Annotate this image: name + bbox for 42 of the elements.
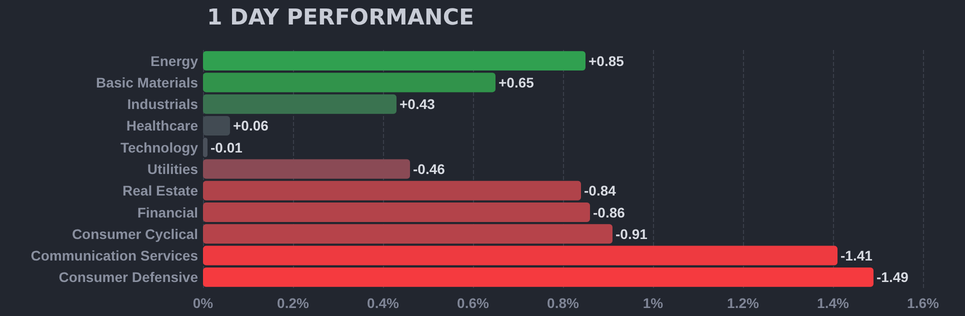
annotation: -0.86 [593,204,626,220]
annotation: -0.91 [616,226,648,242]
bar [203,138,208,158]
x-tick-label: 0.4% [367,295,400,311]
chart-title: 1 DAY PERFORMANCE [207,6,474,30]
y-tick-label: Energy [150,52,198,69]
bar [203,51,586,71]
y-tick-label: Consumer Defensive [58,269,198,286]
annotation: +0.65 [498,74,534,90]
annotation: +0.43 [400,96,436,112]
annotation: -0.46 [413,161,446,177]
y-tick-label: Communication Services [30,248,198,264]
annotation: -0.84 [584,182,616,199]
x-tick-label: 0.2% [277,295,310,311]
bar [203,94,396,114]
x-tick-label: 1% [642,295,664,311]
y-tick-label: Basic Materials [96,74,198,90]
y-tick-label: Consumer Cyclical [72,226,198,242]
annotation: +0.85 [588,52,624,69]
annotation: -1.49 [876,269,909,286]
bar [203,180,581,200]
annotation: +0.06 [233,118,269,134]
bar [203,224,612,244]
y-tick-label: Real Estate [122,182,198,199]
x-tick-label: 0.6% [457,295,490,311]
bar [203,159,410,179]
y-tick-label: Technology [120,139,198,156]
bar [203,246,838,266]
y-tick-label: Healthcare [126,118,198,134]
bar [203,72,496,92]
bar [203,202,590,222]
x-tick-label: 0% [192,295,214,311]
y-tick-label: Utilities [147,161,198,177]
x-tick-label: 1.2% [727,295,760,311]
annotation: -0.01 [210,139,243,156]
x-tick-label: 0.8% [547,295,580,311]
annotation: -1.41 [840,248,873,264]
bar [203,267,874,287]
x-tick-label: 1.6% [907,295,940,311]
y-tick-label: Industrials [127,96,198,112]
y-tick-label: Financial [137,204,198,220]
x-tick-label: 1.4% [817,295,850,311]
